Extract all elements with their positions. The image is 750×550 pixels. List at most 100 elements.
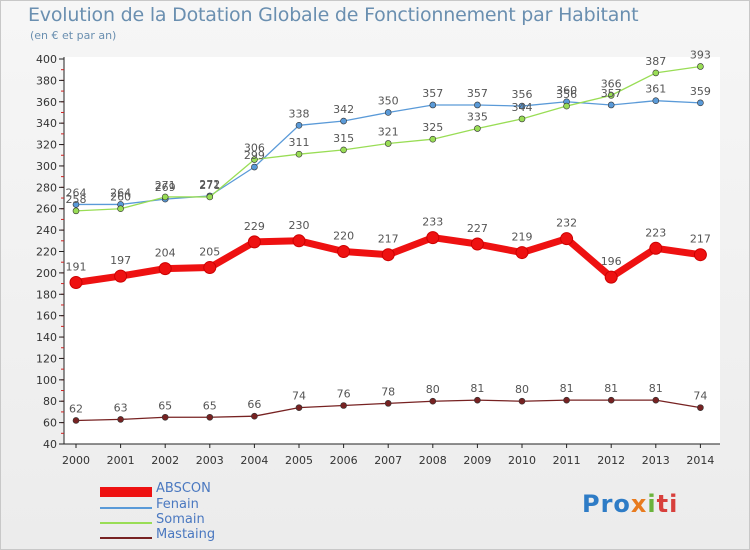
data-label-somain: 356 [556,88,577,101]
data-label-abscon: 230 [289,219,310,232]
data-point-fenain [607,101,615,109]
y-tick-label: 100 [36,374,57,387]
data-label-mastaing: 78 [381,385,395,398]
y-tick-label: 40 [43,438,57,451]
data-point-mastaing [251,412,258,420]
data-point-mastaing [429,397,437,405]
data-label-abscon: 220 [333,230,354,243]
data-point-mastaing [563,396,570,404]
x-tick-label: 2005 [285,454,313,467]
y-tick-label: 200 [36,267,57,280]
data-point-abscon [426,231,440,245]
y-tick-label: 160 [36,310,57,323]
legend-item-abscon: ABSCON [100,481,300,498]
y-tick-label: 400 [36,53,57,66]
data-label-somain: 321 [378,125,399,138]
data-label-fenain: 350 [378,94,399,107]
y-tick-label: 300 [36,160,57,173]
data-point-somain [563,102,570,110]
data-label-mastaing: 80 [426,383,440,396]
data-label-fenain: 359 [690,85,711,98]
data-label-fenain: 356 [512,88,533,101]
data-label-mastaing: 65 [203,399,217,412]
data-label-fenain: 338 [289,107,310,120]
data-point-fenain [518,102,526,110]
x-tick-label: 2000 [62,454,90,467]
data-point-mastaing [474,396,481,404]
x-tick-label: 2014 [686,454,714,467]
y-tick-label: 80 [43,395,57,408]
legend-swatch [100,487,152,497]
data-label-abscon: 217 [690,233,711,246]
data-label-abscon: 219 [512,231,533,244]
data-point-somain [384,140,392,147]
data-point-fenain [251,163,258,171]
data-label-somain: 366 [601,77,622,90]
data-label-fenain: 357 [601,87,622,100]
y-tick-label: 320 [36,139,57,152]
data-point-fenain [652,97,660,105]
data-label-somain: 387 [645,55,666,68]
data-label-somain: 393 [690,48,711,61]
x-tick-label: 2006 [330,454,358,467]
data-point-abscon [693,248,707,262]
data-label-mastaing: 74 [693,390,707,403]
data-label-mastaing: 62 [69,402,83,415]
data-label-somain: 271 [155,179,176,192]
data-label-abscon: 205 [199,246,220,259]
chart-subtitle: (en € et par an) [30,29,117,42]
x-tick-label: 2001 [107,454,135,467]
data-point-fenain [340,117,347,125]
data-point-mastaing [697,404,704,411]
data-label-abscon: 217 [378,233,399,246]
data-point-somain [474,125,481,132]
y-tick-label: 140 [36,331,57,344]
data-point-mastaing [652,396,660,404]
y-tick-label: 260 [36,203,57,216]
data-label-mastaing: 81 [649,382,663,395]
data-label-somain: 306 [244,142,265,155]
data-point-fenain [429,101,437,109]
data-label-fenain: 360 [556,84,577,97]
legend-swatch [100,507,152,509]
legend-label: Somain [156,512,205,527]
legend-item-fenain: Fenain [100,497,300,514]
data-point-abscon [114,269,128,283]
y-tick-label: 220 [36,246,57,259]
y-tick-label: 120 [36,352,57,365]
y-tick-label: 280 [36,181,57,194]
data-point-mastaing [295,404,303,411]
data-label-abscon: 204 [155,247,176,260]
x-tick-label: 2004 [240,454,268,467]
data-point-somain [251,156,258,163]
data-point-abscon [337,245,351,258]
data-point-somain [161,193,169,201]
data-label-mastaing: 80 [515,383,529,396]
data-point-abscon [381,248,395,262]
data-point-fenain [474,101,481,109]
data-point-abscon [158,262,172,276]
data-label-somain: 335 [467,111,488,124]
data-point-fenain [697,99,704,107]
legend-item-somain: Somain [100,512,300,529]
x-tick-label: 2011 [553,454,581,467]
data-label-fenain: 342 [333,103,354,116]
data-point-mastaing [518,397,526,405]
data-point-abscon [247,235,261,249]
data-label-abscon: 197 [110,254,131,267]
data-point-mastaing [384,400,392,407]
data-label-mastaing: 66 [247,398,261,411]
legend-swatch [100,537,152,539]
data-label-fenain: 357 [422,87,443,100]
data-label-fenain: 357 [467,87,488,100]
y-tick-label: 360 [36,96,57,109]
x-tick-label: 2007 [374,454,402,467]
data-label-abscon: 232 [556,217,577,230]
data-label-somain: 315 [333,132,354,145]
data-label-somain: 325 [422,121,443,134]
data-point-fenain [72,201,80,208]
data-label-fenain: 299 [244,149,265,162]
data-point-somain [518,115,526,123]
data-label-somain: 271 [199,179,220,192]
